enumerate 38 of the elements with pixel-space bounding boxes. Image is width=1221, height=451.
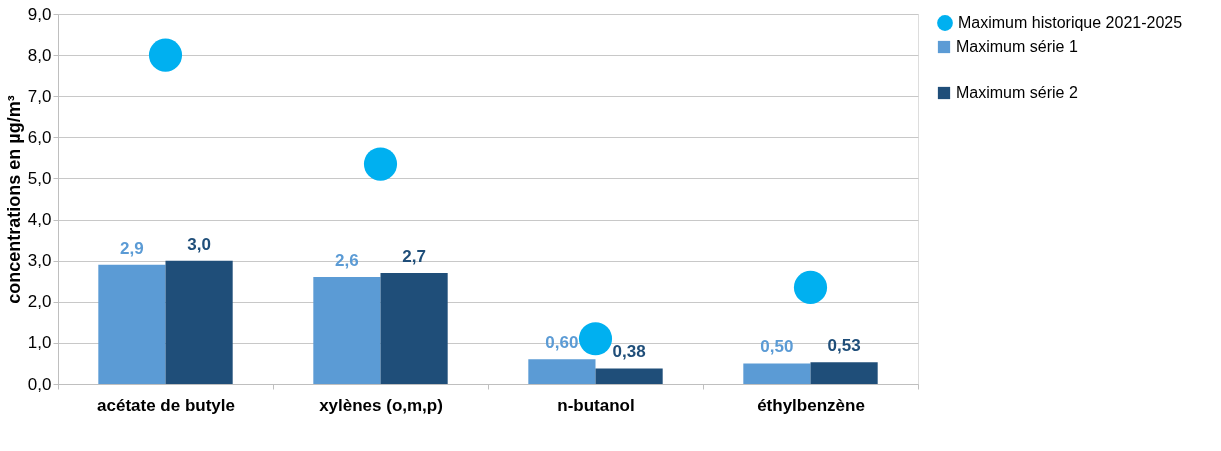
bar — [743, 363, 811, 384]
point — [793, 270, 828, 304]
x-tick-label: éthylbenzène — [757, 395, 865, 415]
data-label: 0,53 — [827, 336, 861, 356]
y-tick-label: 4,0 — [27, 210, 52, 230]
y-tick-label: 9,0 — [27, 4, 52, 24]
y-tick-label: 8,0 — [27, 45, 52, 65]
data-label: 0,50 — [760, 337, 794, 357]
data-label: 3,0 — [187, 234, 211, 254]
y-tick-label: 7,0 — [27, 86, 52, 106]
y-tick-label: 2,0 — [27, 292, 52, 312]
y-tick-label: 5,0 — [27, 168, 52, 188]
point — [363, 147, 398, 181]
legend-label: Maximum série 1 — [956, 38, 1078, 55]
data-label: 0,60 — [545, 333, 579, 353]
x-tick-label: acétate de butyle — [97, 395, 235, 415]
x-tick-label: xylènes (o,m,p) — [319, 395, 443, 415]
bar — [595, 368, 663, 384]
y-tick-label: 0,0 — [27, 374, 52, 394]
bar — [313, 277, 381, 384]
point — [578, 322, 613, 356]
x-tick-label: n-butanol — [557, 395, 635, 415]
data-label: 2,9 — [120, 238, 144, 258]
bar — [528, 359, 596, 384]
legend-label: Maximum série 2 — [956, 84, 1078, 101]
y-tick-label: 1,0 — [27, 333, 52, 353]
bar — [165, 260, 233, 384]
y-tick-label: 3,0 — [27, 251, 52, 271]
bar — [810, 362, 878, 384]
data-label: 2,7 — [402, 247, 426, 266]
y-tick-label: 6,0 — [27, 127, 52, 147]
legend-label: Maximum historique 2021-2025 — [958, 14, 1183, 31]
bar — [98, 264, 166, 384]
y-axis-title: concentrations en µg/m³ — [3, 95, 24, 304]
point — [148, 38, 183, 72]
data-label: 2,6 — [335, 251, 359, 271]
bar — [380, 273, 448, 384]
data-label: 0,38 — [612, 342, 646, 362]
